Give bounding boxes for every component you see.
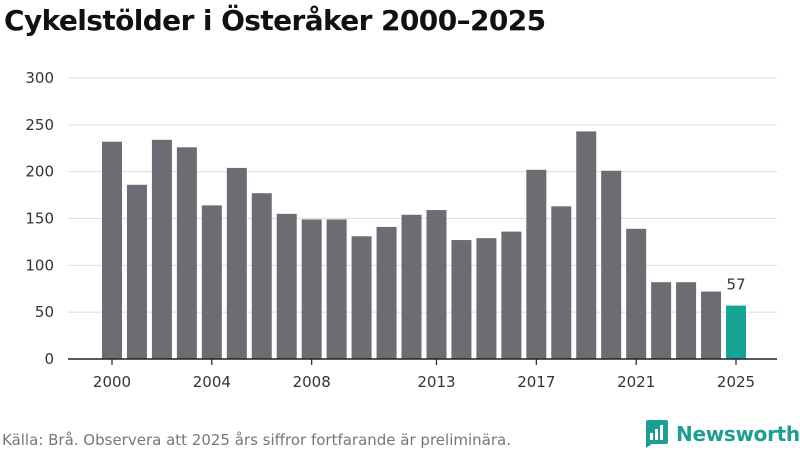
y-tick-label-100: 100 [25,256,54,274]
brand-logo: Newsworthy [644,420,800,448]
grid-lines [68,77,777,313]
x-tick-label-2025: 2025 [717,373,755,391]
bar-2025 [726,305,746,359]
bar-2019 [576,131,597,359]
brand-name: Newsworthy [676,422,800,446]
x-tick-label-2013: 2013 [417,373,455,391]
y-tick-label-200: 200 [25,163,54,181]
x-tick-label-2017: 2017 [517,373,555,391]
bar-2024 [701,291,722,359]
bar-2004 [201,205,222,359]
bar-2017 [526,169,547,359]
bar-2003 [176,147,197,359]
bar-2010 [351,236,372,359]
newsworthy-logo-icon [646,420,668,448]
x-tick-label-2008: 2008 [293,373,331,391]
source-note: Källa: Brå. Observera att 2025 års siffr… [2,431,511,449]
annotations: 57 [726,276,745,294]
x-tick-label-2021: 2021 [617,373,655,391]
x-tick-label-2000: 2000 [93,373,131,391]
bar-2023 [676,282,697,359]
y-tick-label-250: 250 [25,116,54,134]
y-axis-labels: 0 50 100 150 200 250 300 [25,69,54,368]
bar-2020 [601,170,622,359]
y-tick-label-300: 300 [25,69,54,87]
bar-2014 [451,240,472,359]
bar-2001 [126,184,147,359]
bar-2018 [551,206,572,359]
bar-2005 [226,167,247,359]
bar-2006 [251,193,272,359]
bar-2012 [401,214,422,359]
y-tick-label-50: 50 [35,303,54,321]
bar-2021 [626,228,647,359]
bar-2009 [326,219,347,359]
bar-2013 [426,210,447,359]
y-tick-label-0: 0 [44,350,54,368]
bar-2000 [102,141,122,359]
bar-2011 [376,226,397,359]
x-axis-labels: 2000 2004 2008 2013 2017 2021 2025 [93,373,755,391]
bar-value-label-2025: 57 [726,276,745,294]
bars [102,131,746,359]
bar-2002 [151,139,172,359]
x-axis [68,358,777,365]
bar-2007 [276,213,297,359]
chart-title: Cykelstölder i Österåker 2000–2025 [4,4,546,37]
bar-2008 [301,219,322,359]
bar-2015 [476,238,497,359]
y-tick-label-150: 150 [25,210,54,228]
x-tick-label-2004: 2004 [193,373,231,391]
bar-2022 [651,282,672,359]
bar-2016 [501,231,522,359]
